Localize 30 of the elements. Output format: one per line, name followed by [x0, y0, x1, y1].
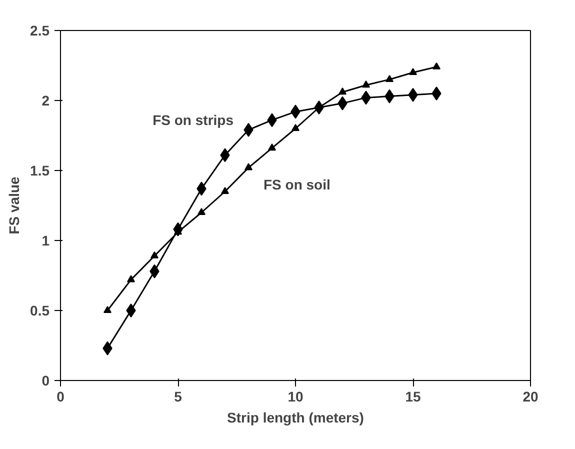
- point: [338, 88, 346, 95]
- x-tick-label: 15: [405, 388, 421, 404]
- point: [268, 144, 276, 151]
- point: [221, 186, 229, 194]
- x-axis-title: Strip length (meters): [227, 410, 364, 426]
- y-tick-label: 2.5: [30, 22, 50, 38]
- point: [292, 124, 300, 132]
- point: [386, 74, 394, 82]
- point: [244, 163, 252, 170]
- point: [198, 208, 206, 216]
- series-label: FS on soil: [264, 176, 330, 193]
- x-tick-label: 20: [522, 388, 538, 404]
- point: [126, 304, 136, 318]
- point: [432, 62, 440, 70]
- y-tick-label: 0.5: [30, 302, 50, 318]
- point: [127, 275, 135, 282]
- y-tick-label: 0: [42, 372, 50, 388]
- y-tick-label: 1: [42, 232, 50, 248]
- x-tick-label: 5: [174, 388, 182, 404]
- y-tick-label: 2: [42, 92, 50, 108]
- point: [432, 86, 442, 100]
- x-tick-label: 0: [56, 388, 65, 404]
- point: [409, 68, 417, 76]
- point: [362, 80, 370, 88]
- series-label: FS on strips: [152, 112, 234, 128]
- point: [150, 251, 158, 258]
- x-tick-label: 10: [288, 388, 304, 404]
- point: [104, 306, 112, 314]
- y-axis-title: FS value: [6, 176, 22, 234]
- y-tick-label: 1.5: [30, 162, 50, 178]
